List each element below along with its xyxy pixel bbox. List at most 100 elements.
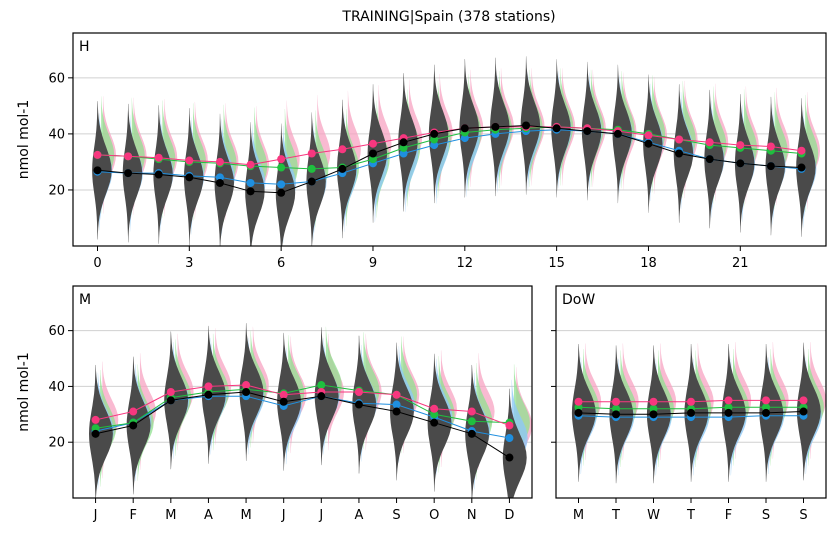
plot-area (571, 342, 826, 484)
data-point-pink (185, 156, 194, 165)
violin-black (277, 332, 301, 471)
data-point-pink (307, 149, 316, 158)
violin-black (126, 356, 151, 495)
data-point-black (204, 390, 213, 399)
violin-black (796, 342, 821, 481)
series-line-pink (97, 126, 802, 166)
data-point-black (368, 149, 377, 158)
data-point-black (467, 429, 476, 438)
y-tick-label: 40 (48, 127, 65, 142)
violin-black (427, 353, 452, 492)
violin-black (796, 98, 816, 237)
violin-black (398, 73, 418, 212)
data-point-pink (368, 139, 377, 148)
data-point-pink (797, 146, 806, 155)
violin-black (612, 64, 632, 204)
violin-black (306, 112, 326, 246)
x-tick-label: S (762, 508, 770, 523)
data-point-pink (705, 138, 714, 147)
data-point-green (91, 424, 100, 433)
y-tick-label: 40 (48, 380, 65, 395)
y-tick-label: 60 (48, 324, 65, 339)
violin-black (465, 364, 490, 498)
data-point-black (166, 396, 175, 405)
data-point-pink (649, 397, 658, 406)
data-point-pink (91, 415, 100, 424)
x-tick-label: T (686, 508, 695, 523)
data-point-black (799, 407, 808, 416)
data-point-pink (154, 153, 163, 162)
data-point-black (762, 408, 770, 417)
data-point-blue (246, 178, 255, 187)
x-tick-label: F (725, 508, 732, 523)
data-point-black (129, 421, 138, 430)
data-point-pink (505, 421, 514, 430)
x-tick-label: S (799, 508, 807, 523)
data-point-black (124, 169, 133, 178)
series-line-black (95, 391, 510, 459)
data-point-black (649, 410, 658, 419)
x-tick-label: 18 (640, 256, 657, 271)
data-point-black (612, 410, 620, 419)
panel-dow: M T W T F S S DoW (551, 285, 827, 523)
violin-black (704, 89, 724, 229)
data-point-black (430, 418, 439, 427)
y-tick-label: 60 (48, 71, 65, 86)
series-line-pink (95, 384, 510, 426)
data-point-black (505, 453, 514, 462)
panel-label: H (79, 39, 90, 55)
data-point-black (91, 429, 100, 438)
data-point-pink (574, 397, 583, 406)
violin-black (673, 84, 694, 223)
data-point-black (491, 122, 500, 131)
data-point-pink (766, 142, 775, 151)
data-point-black (705, 155, 714, 164)
x-tick-label: N (467, 508, 477, 523)
data-point-pink (467, 407, 476, 416)
x-tick-label: 12 (457, 256, 474, 271)
x-tick-label: 21 (732, 256, 749, 271)
data-point-pink (736, 141, 745, 150)
x-tick-label: O (429, 508, 439, 523)
data-point-black (724, 408, 733, 417)
x-tick-label: 15 (548, 256, 565, 271)
data-point-pink (129, 407, 138, 416)
x-tick-label: A (354, 508, 363, 523)
data-point-black (93, 166, 102, 175)
data-point-pink (675, 135, 684, 144)
y-tick-label: 20 (48, 183, 65, 198)
panel-label: DoW (562, 292, 595, 308)
data-point-green (649, 404, 658, 413)
data-point-black (338, 164, 347, 173)
x-tick-label: 9 (369, 256, 377, 271)
data-point-blue (460, 134, 469, 143)
data-point-green (399, 143, 408, 152)
x-tick-label: T (611, 508, 620, 523)
series-line-black (97, 124, 802, 194)
x-tick-label: M (165, 508, 176, 523)
data-point-blue (505, 434, 514, 443)
violin-black (367, 84, 388, 223)
data-point-pink (762, 396, 770, 405)
data-point-black (307, 177, 316, 186)
axes-frame (72, 32, 827, 247)
axes-frame (72, 285, 533, 499)
x-tick-label: A (204, 508, 213, 523)
data-point-green (307, 164, 316, 173)
data-point-pink (93, 150, 102, 159)
panel-label: M (79, 292, 91, 308)
data-point-black (522, 121, 531, 130)
data-point-black (766, 162, 775, 171)
data-point-green (317, 381, 326, 390)
figure-title: TRAINING|Spain (378 stations) (341, 9, 555, 25)
violin-black (239, 323, 264, 461)
data-point-pink (166, 388, 175, 396)
data-point-black (154, 170, 163, 179)
data-point-blue (399, 149, 408, 158)
x-tick-label: D (504, 508, 514, 523)
data-point-pink (724, 396, 733, 405)
data-point-black (644, 139, 653, 148)
violin-black (428, 64, 449, 204)
x-tick-label: F (129, 508, 136, 523)
